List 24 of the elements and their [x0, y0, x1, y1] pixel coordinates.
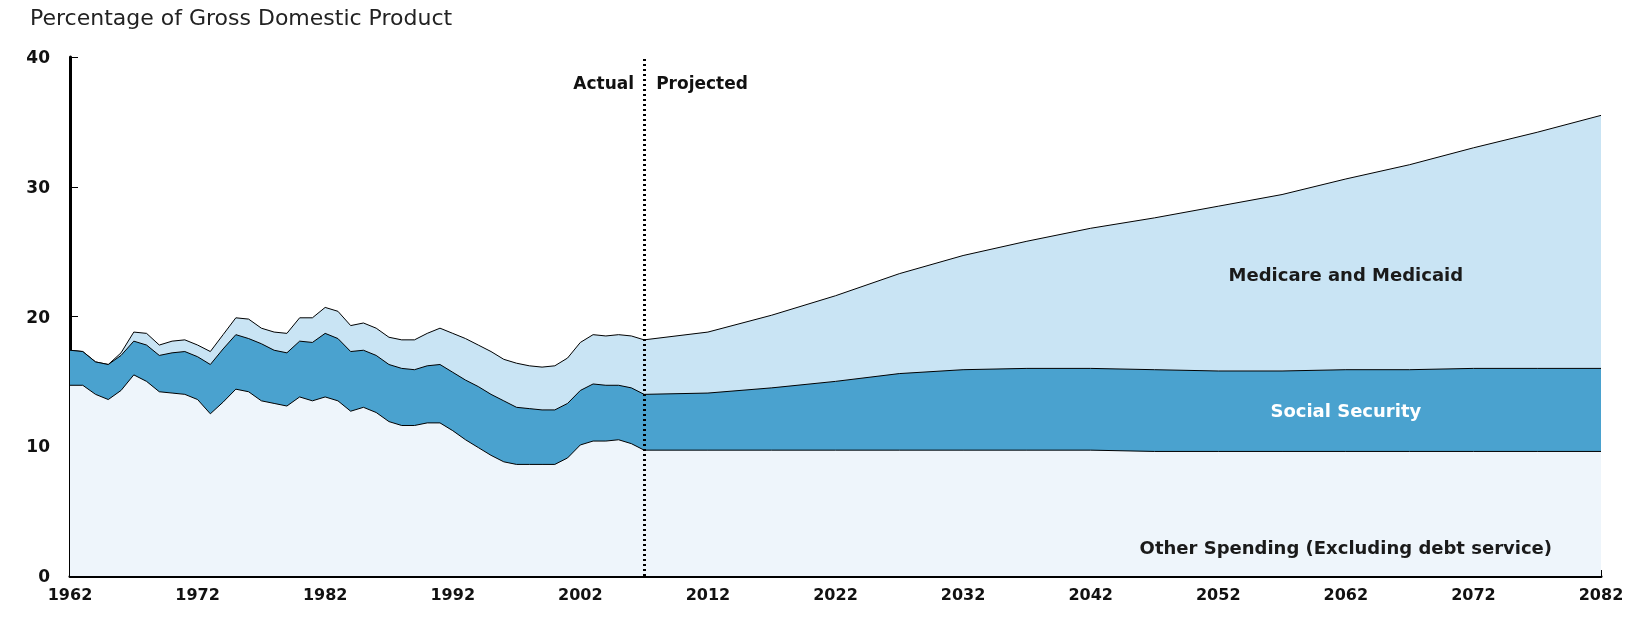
x-tick-label: 2032: [940, 584, 986, 604]
x-tick-label: 1982: [302, 584, 348, 604]
series-label: Medicare and Medicaid: [1228, 263, 1464, 285]
y-tick-label: 40: [26, 47, 51, 67]
x-tick-label: 2082: [1578, 584, 1624, 604]
x-tick-label: 2052: [1195, 584, 1241, 604]
x-tick-label: 2022: [813, 584, 858, 604]
x-tick-label: 2042: [1068, 584, 1113, 604]
x-tick-label: 1962: [47, 584, 93, 604]
y-tick-label: 20: [26, 306, 51, 327]
y-tick-label: 0: [38, 566, 51, 586]
x-tick-label: 2062: [1323, 584, 1369, 604]
series-label: Other Spending (Excluding debt service): [1139, 537, 1553, 559]
x-tick-label: 1972: [175, 584, 220, 604]
x-tick-label: 2072: [1451, 584, 1496, 604]
series-label: Social Security: [1270, 400, 1422, 422]
x-tick-label: 2002: [558, 584, 603, 604]
y-tick-label: 10: [26, 436, 51, 457]
y-axis-title: Percentage of Gross Domestic Product: [30, 4, 453, 30]
y-tick-label: 30: [26, 176, 51, 197]
x-tick-label: 1992: [430, 584, 476, 604]
annotation: Actual: [573, 72, 635, 93]
annotation: Projected: [656, 72, 748, 93]
x-tick-label: 2012: [685, 584, 731, 604]
